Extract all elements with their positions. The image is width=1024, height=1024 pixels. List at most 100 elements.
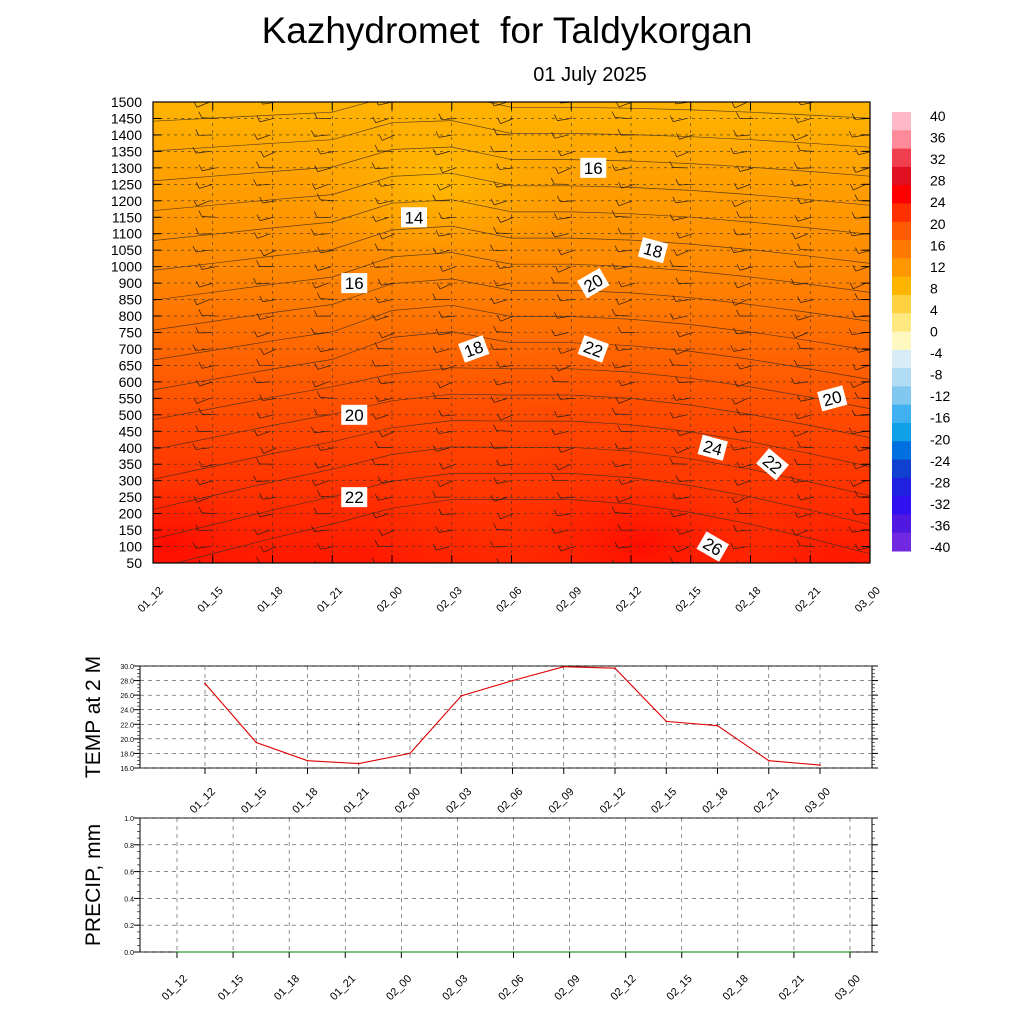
wind-barb-flag — [311, 183, 316, 190]
wind-barb-flag — [673, 249, 678, 256]
precipitation-x-tick-label: 02_06 — [496, 973, 526, 1003]
wind-barb-flag — [617, 129, 622, 136]
wind-barb-flag — [793, 260, 798, 268]
wind-barb — [673, 414, 687, 419]
temperature-2m-x-tick-label: 03_00 — [803, 786, 833, 816]
colorbar-segment — [892, 477, 911, 497]
wind-barb-flag — [432, 346, 437, 353]
wind-barb — [855, 463, 870, 470]
wind-barb-flag — [490, 343, 494, 350]
temperature-2m-y-tick-label: 24.0 — [120, 708, 134, 715]
wind-barb-flag — [435, 328, 440, 336]
heatmap-y-tick-label: 1450 — [111, 110, 142, 126]
contour-label-box — [458, 335, 490, 363]
wind-barb — [739, 167, 754, 172]
wind-barb-flag — [435, 526, 440, 533]
temperature-2m-y-tick-label: 16.0 — [120, 766, 134, 773]
temperature-2m-point — [562, 665, 565, 668]
heatmap-y-tick-label: 100 — [119, 539, 143, 555]
precipitation-point — [400, 951, 403, 953]
wind-barb-flag — [731, 299, 736, 306]
wind-barb — [320, 546, 335, 550]
wind-barb — [494, 102, 508, 107]
heatmap-y-tick-label: 1300 — [111, 160, 142, 176]
wind-barb — [201, 314, 216, 317]
colorbar-segment — [892, 112, 911, 131]
precipitation-x-tick-label: 03_00 — [833, 973, 863, 1003]
colorbar-segment — [892, 368, 911, 387]
heatmap-y-tick-label: 400 — [119, 440, 143, 456]
heatmap-y-tick-label: 800 — [119, 308, 143, 324]
temperature-2m-point — [716, 724, 719, 727]
wind-barb — [381, 282, 396, 286]
wind-barb — [615, 314, 630, 317]
wind-barb-flag — [550, 276, 555, 284]
wind-barb-flag — [849, 183, 854, 191]
wind-barb-flag — [611, 361, 616, 369]
wind-barb — [263, 447, 277, 454]
wind-barb-flag — [555, 167, 559, 174]
wind-barb — [259, 513, 274, 518]
temperature-2m-point — [511, 679, 514, 682]
colorbar-segment — [892, 276, 911, 296]
precipitation-x-tick-label: 02_18 — [721, 973, 751, 1003]
wind-barb — [737, 480, 751, 486]
wind-barb-flag — [314, 264, 319, 271]
wind-barb — [673, 216, 687, 221]
wind-barb — [675, 200, 690, 204]
colorbar-label: 32 — [930, 151, 946, 167]
wind-barb — [675, 496, 690, 500]
contour-label: 16 — [580, 157, 607, 178]
wind-barb — [676, 348, 690, 355]
wind-barb-flag — [736, 560, 739, 563]
wind-barb-flag — [317, 543, 321, 550]
wind-barb-flag — [673, 545, 678, 553]
colorbar-label: 36 — [930, 130, 946, 146]
wind-barb-flag — [198, 460, 203, 468]
wind-barb — [438, 332, 453, 336]
contour-label-box — [817, 385, 848, 412]
wind-barb — [557, 414, 572, 418]
wind-barb-flag — [259, 196, 263, 204]
wind-barb-flag — [195, 524, 200, 531]
wind-barb — [494, 398, 508, 403]
wind-barb-flag — [432, 148, 437, 156]
temperature-2m-x-tick-label: 01_21 — [342, 786, 372, 816]
wind-barb — [381, 529, 396, 536]
wind-barb-flag — [260, 447, 265, 454]
wind-barb — [195, 348, 210, 352]
wind-barb-flag — [198, 362, 203, 369]
wind-barb — [320, 298, 335, 300]
wind-barb — [317, 266, 332, 271]
heatmap-y-tick-label: 650 — [119, 357, 143, 373]
wind-barb-flag — [551, 132, 555, 139]
wind-barb-flag — [311, 327, 315, 335]
precipitation-point — [176, 951, 178, 953]
wind-barb — [454, 562, 456, 563]
wind-barb-flag — [490, 297, 495, 304]
heatmap-x-tick-label: 02_09 — [554, 585, 584, 615]
wind-barb-flag — [195, 129, 200, 136]
heatmap-y-tick-label: 250 — [119, 489, 143, 505]
wind-barb — [733, 151, 748, 155]
wind-barb — [855, 266, 870, 272]
contour-label-box — [696, 531, 730, 562]
wind-barb — [315, 282, 329, 289]
wind-barb-flag — [672, 394, 677, 401]
chart-title: Kazhydromet for Taldykorgan — [261, 10, 753, 51]
wind-barb — [673, 315, 687, 320]
wind-barb-flag — [259, 493, 263, 500]
wind-barb — [314, 134, 329, 137]
wind-barb-flag — [852, 363, 857, 371]
contour-label-text: 20 — [345, 406, 364, 425]
wind-barb-flag — [313, 507, 318, 515]
wind-barb — [257, 430, 271, 437]
contour-label-text: 16 — [345, 274, 364, 293]
colorbar-segment — [892, 349, 911, 369]
wind-barb-flag — [730, 147, 735, 154]
wind-barb — [257, 134, 271, 140]
precip-panel: 1.0 0.8 0.6 0.4 0.2 0.0 01_12 01_15 01_18 01_21 02… — [82, 816, 878, 1003]
temperature-2m-point — [767, 759, 770, 762]
wind-barb — [436, 151, 450, 156]
wind-barb — [679, 233, 693, 239]
